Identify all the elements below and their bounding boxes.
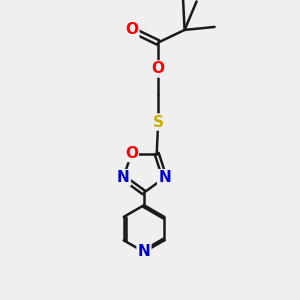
Text: S: S — [153, 115, 164, 130]
Text: N: N — [138, 244, 150, 260]
Text: N: N — [117, 170, 130, 185]
Text: N: N — [158, 170, 171, 185]
Text: O: O — [125, 146, 138, 161]
Text: O: O — [152, 61, 165, 76]
Text: O: O — [125, 22, 138, 38]
